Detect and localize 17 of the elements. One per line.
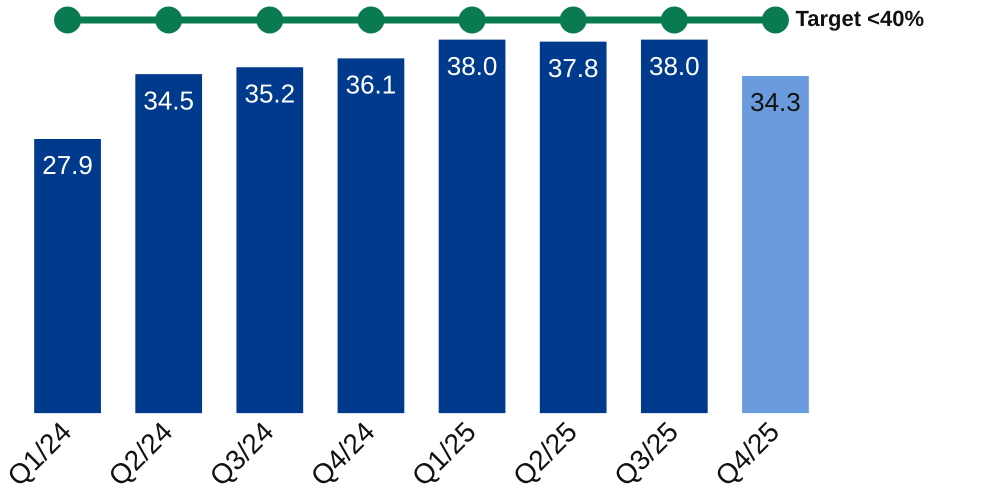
bar bbox=[135, 74, 202, 414]
data-label: 38.0 bbox=[446, 50, 498, 81]
data-label: 34.5 bbox=[143, 85, 194, 116]
data-label: 38.0 bbox=[649, 50, 700, 81]
bar bbox=[34, 138, 101, 414]
data-label: 35.2 bbox=[244, 78, 296, 108]
data-label: 37.8 bbox=[548, 52, 598, 83]
bar bbox=[540, 42, 607, 414]
bar bbox=[338, 58, 404, 414]
bar bbox=[742, 76, 809, 414]
bar bbox=[438, 40, 506, 414]
data-label: 36.1 bbox=[346, 70, 396, 100]
data-label: 27.9 bbox=[42, 150, 93, 180]
series-label: Target <40% bbox=[795, 6, 924, 32]
data-label: 34.3 bbox=[750, 87, 801, 118]
bar bbox=[236, 67, 304, 414]
bar bbox=[640, 40, 708, 414]
